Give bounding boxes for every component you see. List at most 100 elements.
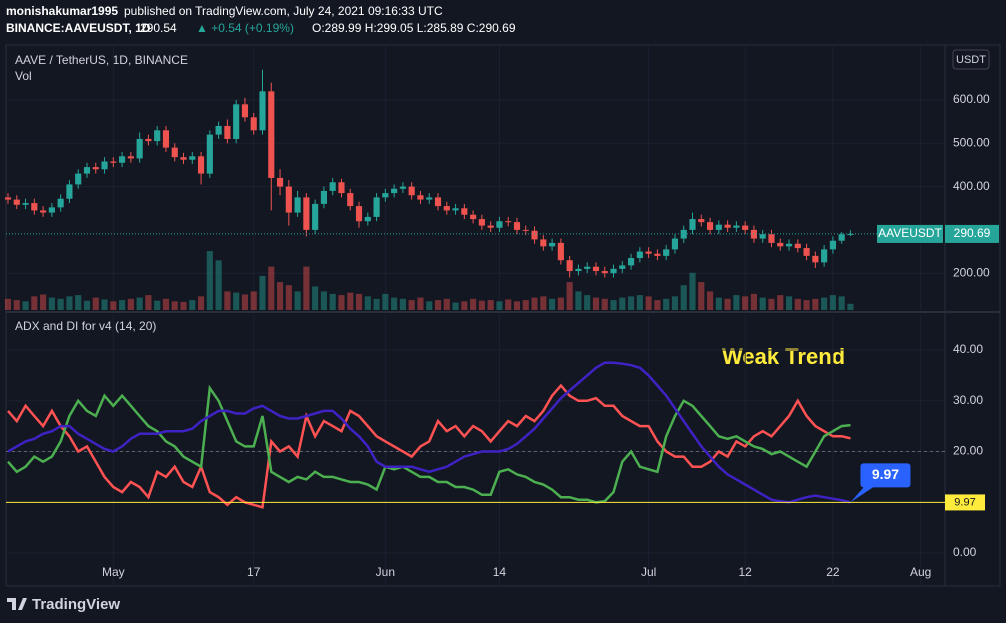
volume-bar (777, 295, 784, 310)
candle-body (294, 197, 301, 213)
candle-body (803, 248, 810, 256)
volume-bar (513, 301, 521, 310)
volume-bar (540, 296, 547, 310)
candle-body (197, 156, 205, 174)
candle-body (680, 229, 687, 239)
candle-body (382, 193, 389, 198)
indicator-line (7, 383, 851, 509)
volume-bar (136, 297, 143, 310)
x-tick-label: Aug (910, 565, 931, 579)
x-tick-label: May (102, 565, 125, 579)
volume-bar (829, 295, 836, 310)
volume-bar (417, 297, 424, 310)
candle-body (821, 249, 828, 263)
candle-body (233, 104, 240, 139)
candle-body (575, 268, 582, 272)
y-tick-label: 600.00 (953, 92, 990, 106)
volume-bar (706, 291, 714, 310)
volume-bar (671, 296, 679, 310)
candle-body (355, 206, 363, 222)
volume-bar (742, 296, 749, 310)
volume-bar (680, 285, 687, 310)
candle-body (180, 157, 187, 160)
candle-body (259, 91, 266, 131)
candle-body (496, 221, 503, 228)
candle-body (426, 197, 433, 200)
x-tick-label: 12 (738, 565, 752, 579)
candle-body (206, 134, 213, 174)
candle-body (505, 221, 512, 223)
volume-bar (584, 295, 591, 310)
candle-body (373, 197, 380, 217)
candle-body (320, 190, 327, 204)
volume-bar (610, 300, 617, 310)
volume-bar (355, 293, 363, 310)
annotation: Weak Trend (722, 344, 845, 369)
volume-bar (821, 297, 828, 310)
logo: TradingView (7, 596, 120, 613)
candle-body (531, 230, 538, 240)
volume-bar (259, 275, 266, 310)
volume-bar (549, 298, 556, 310)
logo-text: TradingView (32, 596, 120, 613)
candle-body (601, 271, 608, 274)
volume-bar (66, 296, 73, 310)
y-tick-label: 0.00 (953, 545, 977, 559)
volume-bar (838, 296, 845, 310)
y-tick-label: 20.00 (953, 444, 983, 458)
volume-bar (22, 301, 29, 310)
candle-body (768, 234, 775, 243)
ohlc: O:289.99 H:299.05 L:285.89 C:290.69 (312, 21, 516, 35)
volume-bar (382, 293, 389, 310)
candle-body (452, 208, 459, 211)
volume-bar (575, 291, 582, 310)
volume-bar (724, 298, 731, 310)
candle-body (434, 197, 442, 207)
candle-body (847, 233, 854, 235)
volume-bar (224, 291, 231, 310)
candle-body (478, 219, 485, 226)
y-tick-label: 40.00 (953, 342, 983, 356)
indicator-title: ADX and DI for v4 (14, 20) (15, 319, 156, 333)
volume-bar (215, 260, 222, 310)
volume-bar (154, 300, 161, 310)
candle-body (224, 125, 231, 139)
candle-body (812, 255, 819, 263)
author: monishakumar1995 (6, 4, 118, 18)
candle-body (347, 193, 354, 207)
candle-body (733, 225, 740, 228)
volume-bar (145, 295, 152, 310)
candle-body (838, 234, 845, 241)
candle-body (127, 156, 134, 159)
candle-body (487, 225, 494, 228)
candle-body (610, 268, 617, 274)
candle-body (57, 198, 64, 208)
volume-bar (347, 292, 354, 310)
candle-body (250, 117, 257, 131)
candle-body (513, 222, 521, 230)
volume-bar (303, 266, 310, 310)
last-value-box (945, 494, 985, 511)
volume-bar (768, 298, 775, 310)
candle-body (83, 167, 91, 174)
last-price-label: 290.69 (954, 226, 991, 240)
volume-bar (478, 300, 485, 310)
volume-bar (189, 300, 196, 310)
candle-body (549, 242, 556, 247)
candle-body (75, 173, 82, 185)
volume-bar (698, 282, 705, 310)
volume-bar (48, 297, 55, 310)
volume-bar (654, 300, 661, 310)
volume-bar (522, 300, 529, 310)
candle-body (619, 265, 626, 269)
volume-bar (434, 300, 442, 310)
volume-bar (645, 296, 652, 310)
published: published on TradingView.com, July 24, 2… (124, 4, 443, 18)
volume-bar (759, 297, 766, 310)
candle-body (628, 258, 635, 266)
last-value-label: 9.97 (954, 496, 975, 508)
candle-body (689, 219, 696, 230)
symbol-box (877, 224, 943, 243)
volume-bar (119, 300, 126, 310)
volume-bar (101, 299, 108, 310)
